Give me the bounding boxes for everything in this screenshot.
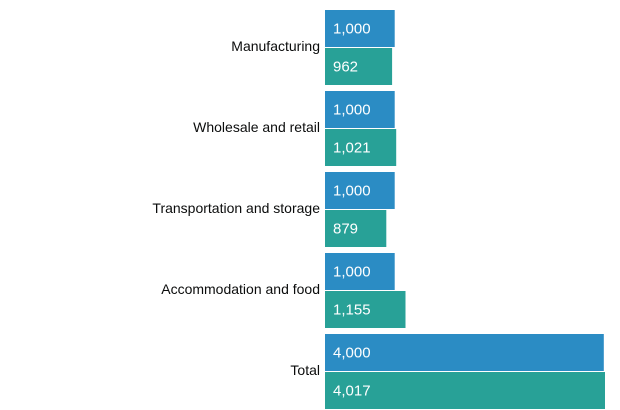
bar xyxy=(325,129,397,166)
category-label: Transportation and storage xyxy=(152,200,320,216)
bar-value-label: 1,021 xyxy=(333,140,371,157)
bar-value-label: 4,017 xyxy=(333,383,371,400)
bar-value-label: 1,000 xyxy=(333,183,371,200)
bar-value-label: 1,000 xyxy=(333,102,371,119)
bar xyxy=(325,253,395,290)
bar xyxy=(325,10,395,47)
category-label: Accommodation and food xyxy=(161,281,320,297)
bar xyxy=(325,172,395,209)
category-labels: Manufacturing Wholesale and retail Transpo… xyxy=(152,38,320,378)
bar xyxy=(325,210,387,247)
bar xyxy=(325,48,393,85)
category-label: Manufacturing xyxy=(231,38,320,54)
bars: 1,000 962 1,000 1,021 1,000 879 1,000 1,155 4,00… xyxy=(325,10,605,409)
bar xyxy=(325,334,604,371)
bar xyxy=(325,91,395,128)
category-label: Wholesale and retail xyxy=(193,119,320,135)
bar-value-label: 1,000 xyxy=(333,264,371,281)
bar xyxy=(325,291,406,328)
bar xyxy=(325,372,605,409)
category-label: Total xyxy=(290,362,320,378)
bar-value-label: 962 xyxy=(333,59,358,76)
bar-value-label: 4,000 xyxy=(333,345,371,362)
bar-value-label: 1,155 xyxy=(333,302,371,319)
bar-value-label: 1,000 xyxy=(333,21,371,38)
bar-value-label: 879 xyxy=(333,221,358,238)
